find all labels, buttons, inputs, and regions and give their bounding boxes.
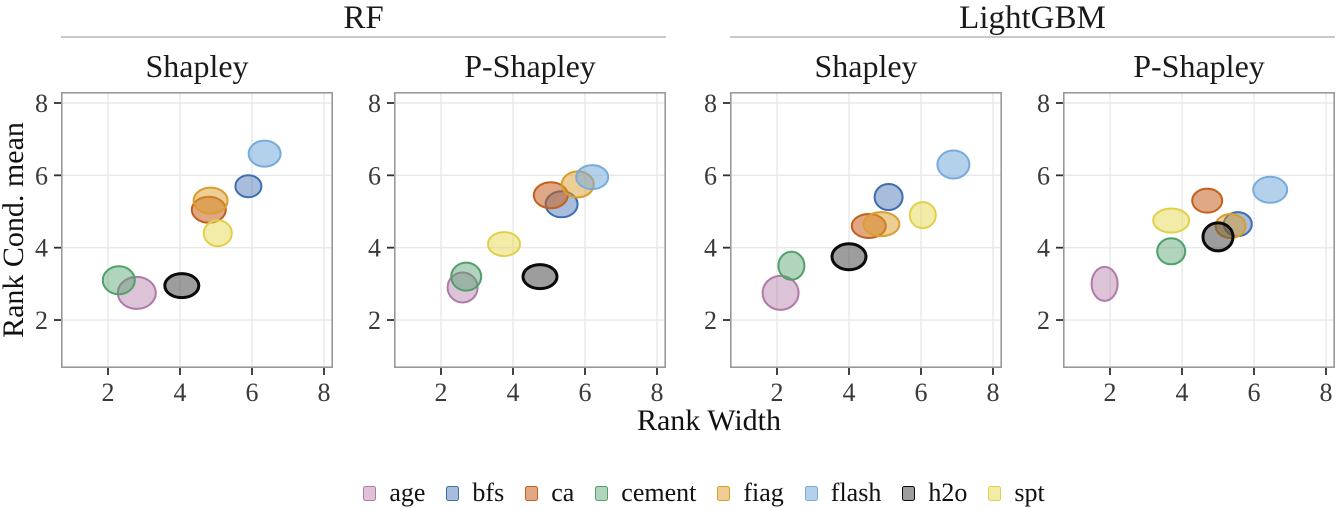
- y-axis-tick-label: 6: [35, 161, 48, 190]
- y-axis-tick-label: 6: [368, 161, 381, 190]
- x-axis-tick-label: 6: [1248, 378, 1261, 407]
- point-spt: [1152, 207, 1191, 234]
- legend-item-ca: ca: [525, 479, 574, 507]
- legend-label-spt: spt: [1014, 478, 1045, 507]
- x-axis-tick-label: 8: [318, 378, 331, 407]
- y-axis-tick-label: 2: [1037, 306, 1050, 335]
- point-flash: [247, 139, 282, 168]
- point-bfs: [873, 183, 904, 212]
- legend-swatch-bfs: [446, 485, 460, 501]
- x-axis-tick-label: 4: [843, 378, 856, 407]
- legend-swatch-age: [363, 485, 377, 501]
- x-axis-tick-label: 2: [771, 378, 784, 407]
- panel-border: [730, 92, 1002, 368]
- point-spt: [908, 201, 937, 230]
- facet-group-strip-rf: RF: [61, 0, 666, 38]
- panel-lightgbm-shapley: 2 4 6 8 2 4 6 8: [704, 89, 1002, 407]
- legend-swatch-h2o: [902, 485, 916, 501]
- legend-swatch-fiag: [717, 485, 731, 501]
- x-axis-tick-label: 4: [174, 378, 187, 407]
- y-axis-tick-label: 4: [35, 234, 48, 263]
- y-axis-tick-label: 6: [704, 161, 717, 190]
- point-age: [446, 271, 479, 304]
- point-flash: [1252, 175, 1289, 204]
- x-axis-tick-label: 2: [102, 378, 115, 407]
- point-spt: [487, 231, 521, 258]
- legend-label-cement: cement: [621, 478, 697, 507]
- y-axis-tick-label: 4: [1037, 234, 1050, 263]
- point-h2o: [1201, 221, 1235, 253]
- point-cement: [1156, 237, 1187, 266]
- point-age: [116, 275, 157, 310]
- point-age: [761, 274, 800, 311]
- point-ca: [1191, 187, 1224, 214]
- legend-label-age: age: [389, 478, 426, 507]
- legend-label-ca: ca: [551, 478, 575, 507]
- x-axis-tick-label: 6: [915, 378, 928, 407]
- facet-strip-lightgbm-shapley: Shapley: [814, 48, 918, 84]
- panel-border: [394, 92, 666, 368]
- y-axis-tick-label: 4: [368, 234, 381, 263]
- panel-lightgbm-pshapley: 2 4 6 8 2 4 6 8: [1037, 89, 1335, 407]
- facet-strip-rf-pshapley: P-Shapley: [464, 48, 596, 84]
- legend-label-fiag: fiag: [743, 478, 784, 507]
- x-axis-tick-label: 6: [246, 378, 259, 407]
- point-fiag: [862, 211, 901, 238]
- panel-rf-shapley: 2 4 6 8 2 4 6 8: [35, 89, 333, 407]
- legend-label-bfs: bfs: [472, 478, 505, 507]
- x-axis-tick-label: 4: [507, 378, 520, 407]
- y-axis-tick-label: 6: [1037, 161, 1050, 190]
- x-axis-tick-label: 8: [651, 378, 664, 407]
- point-age: [1090, 265, 1119, 302]
- legend-item-cement: cement: [595, 479, 696, 507]
- panel-rf-pshapley: 2 4 6 8 2 4 6 8: [368, 89, 666, 407]
- legend-swatch-cement: [595, 485, 609, 501]
- point-h2o: [830, 242, 868, 272]
- x-axis-tick-label: 8: [987, 378, 1000, 407]
- facet-strip-rf-shapley: Shapley: [145, 48, 249, 84]
- panel-border: [1063, 92, 1335, 368]
- x-axis-tick-label: 6: [579, 378, 592, 407]
- y-axis-tick-label: 8: [368, 89, 381, 118]
- y-axis-tick-label: 8: [704, 89, 717, 118]
- legend-swatch-flash: [804, 485, 818, 501]
- point-cement: [450, 261, 483, 292]
- y-axis-tick-label: 8: [1037, 89, 1050, 118]
- y-axis-tick-label: 8: [35, 89, 48, 118]
- point-bfs: [234, 174, 263, 199]
- x-axis-tick-label: 4: [1176, 378, 1189, 407]
- x-axis-tick-label: 2: [435, 378, 448, 407]
- x-axis-title: Rank Width: [636, 404, 782, 437]
- x-axis-tick-label: 2: [1104, 378, 1117, 407]
- point-h2o: [163, 272, 201, 300]
- point-flash: [575, 164, 610, 191]
- point-fiag: [192, 186, 229, 215]
- point-flash: [936, 149, 971, 180]
- legend-swatch-ca: [525, 485, 539, 501]
- y-axis-tick-label: 2: [704, 306, 717, 335]
- legend: age bfs ca cement fiag flash h2o spt: [70, 479, 1338, 507]
- point-spt: [202, 219, 233, 248]
- facet-strip-lightgbm-pshapley: P-Shapley: [1133, 48, 1265, 84]
- legend-swatch-spt: [988, 485, 1002, 501]
- y-axis-tick-label: 2: [35, 306, 48, 335]
- legend-label-h2o: h2o: [928, 478, 968, 507]
- legend-item-fiag: fiag: [717, 478, 784, 507]
- legend-item-spt: spt: [988, 478, 1045, 507]
- legend-item-flash: flash: [804, 478, 882, 507]
- y-axis-tick-label: 2: [368, 306, 381, 335]
- legend-label-flash: flash: [830, 478, 882, 507]
- point-cement: [101, 265, 136, 296]
- legend-item-bfs: bfs: [446, 479, 504, 507]
- legend-item-h2o: h2o: [902, 479, 967, 507]
- x-axis-tick-label: 8: [1320, 378, 1333, 407]
- point-h2o: [521, 263, 559, 291]
- y-axis-tick-label: 4: [704, 234, 717, 263]
- facet-group-strip-lightgbm: LightGBM: [730, 0, 1335, 38]
- legend-item-age: age: [363, 479, 425, 507]
- point-cement: [777, 250, 806, 281]
- panel-border: [61, 92, 333, 368]
